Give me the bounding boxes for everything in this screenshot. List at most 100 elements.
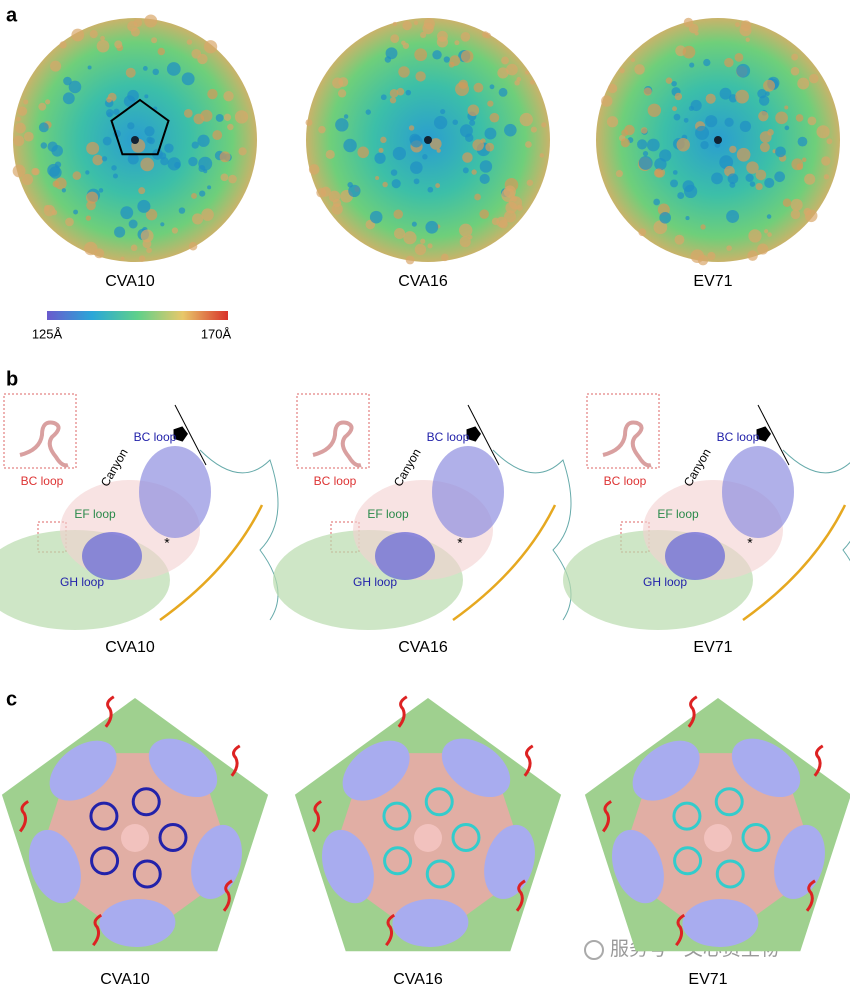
- caption: CVA16: [398, 273, 448, 290]
- surface-patch: [50, 60, 62, 72]
- rna-boundary: [452, 504, 557, 622]
- annotation: *: [164, 535, 170, 551]
- surface-patch: [227, 123, 234, 131]
- surface-patch: [735, 89, 749, 104]
- surface-patch: [795, 114, 804, 122]
- surface-patch: [671, 80, 677, 87]
- annotation: BC loop: [604, 474, 647, 488]
- surface-patch: [332, 77, 344, 89]
- surface-patch: [498, 87, 508, 97]
- surface-patch: [138, 255, 146, 262]
- surface-patch: [40, 142, 48, 149]
- surface-patch: [51, 209, 58, 216]
- surface-patch: [606, 116, 619, 128]
- loop-ribbon: [230, 744, 241, 777]
- colorbar: [47, 311, 228, 320]
- surface-patch: [403, 231, 417, 245]
- surface-patch: [32, 168, 40, 176]
- surface-patch: [729, 145, 737, 154]
- surface-patch: [191, 141, 199, 149]
- surface-patch: [378, 147, 384, 153]
- surface-patch: [803, 207, 812, 216]
- surface-patch: [385, 47, 398, 60]
- surface-patch: [318, 125, 326, 134]
- surface-patch: [427, 243, 433, 249]
- surface-patch: [223, 90, 234, 102]
- surface-patch: [375, 175, 380, 180]
- surface-patch: [45, 99, 51, 105]
- caption: CVA10: [100, 971, 150, 985]
- surface-patch: [192, 213, 204, 225]
- surface-patch: [414, 48, 428, 62]
- surface-patch: [489, 84, 495, 90]
- surface-patch: [757, 243, 769, 255]
- surface-patch: [23, 99, 29, 105]
- surface-patch: [87, 65, 92, 70]
- surface-patch: [220, 173, 229, 182]
- surface-patch: [188, 242, 198, 251]
- panel-label: b: [6, 368, 18, 390]
- surface-patch: [181, 72, 195, 86]
- surface-patch: [816, 125, 830, 139]
- surface-patch: [413, 20, 419, 26]
- surface-patch: [17, 106, 28, 116]
- caption: CVA10: [105, 639, 155, 656]
- loop-ribbon: [385, 913, 396, 947]
- surface-patch: [98, 188, 104, 193]
- gh-loop: [425, 859, 455, 889]
- vp1-bc-surface: [139, 446, 211, 538]
- surface-patch: [68, 80, 82, 94]
- surface-patch: [382, 181, 388, 188]
- surface-patch: [188, 156, 198, 167]
- surface-patch: [120, 206, 134, 220]
- loop-ribbon: [92, 913, 103, 947]
- surface-patch: [325, 149, 335, 160]
- backbone-trace: [492, 449, 572, 621]
- gh-loop: [741, 822, 771, 852]
- surface-patch: [415, 71, 426, 82]
- surface-patch: [384, 56, 392, 63]
- surface-patch: [392, 21, 397, 26]
- loop-ribbon: [523, 744, 534, 777]
- vp1-subunit: [632, 740, 700, 801]
- colorbar-min: 125Å: [32, 326, 63, 341]
- surface-patch: [790, 198, 803, 211]
- surface-patch: [144, 126, 155, 137]
- surface-patch: [763, 79, 776, 92]
- surface-patch: [62, 92, 75, 105]
- surface-patch: [127, 21, 138, 32]
- surface-patch: [739, 24, 752, 37]
- surface-patch: [308, 164, 320, 175]
- surface-patch: [728, 94, 738, 103]
- surface-patch: [392, 146, 406, 161]
- surface-patch: [471, 169, 477, 175]
- surface-patch: [114, 40, 123, 49]
- gh-loop: [158, 822, 188, 852]
- surface-patch: [659, 149, 672, 162]
- surface-patch: [775, 111, 788, 125]
- surface-patch: [405, 255, 415, 265]
- surface-patch: [157, 47, 166, 56]
- surface-patch: [489, 112, 500, 123]
- surface-patch: [63, 76, 72, 86]
- surface-patch: [674, 234, 685, 245]
- surface-patch: [402, 42, 410, 49]
- surface-patch: [504, 123, 517, 137]
- surface-patch: [391, 179, 401, 189]
- surface-patch: [530, 126, 537, 133]
- surface-patch: [659, 211, 671, 224]
- surface-patch: [145, 209, 158, 221]
- surface-patch: [433, 115, 448, 130]
- surface-patch: [711, 172, 723, 185]
- surface-patch: [166, 62, 181, 76]
- surface-patch: [423, 18, 435, 30]
- surface-patch: [653, 220, 668, 235]
- surface-patch: [455, 82, 469, 96]
- caption: CVA16: [398, 639, 448, 656]
- loop-ribbon: [311, 800, 323, 833]
- surface-patch: [112, 173, 118, 179]
- gh-loop: [715, 859, 745, 889]
- loop-ribbon: [515, 879, 526, 912]
- surface-patch: [348, 184, 361, 198]
- surface-patch: [695, 125, 710, 140]
